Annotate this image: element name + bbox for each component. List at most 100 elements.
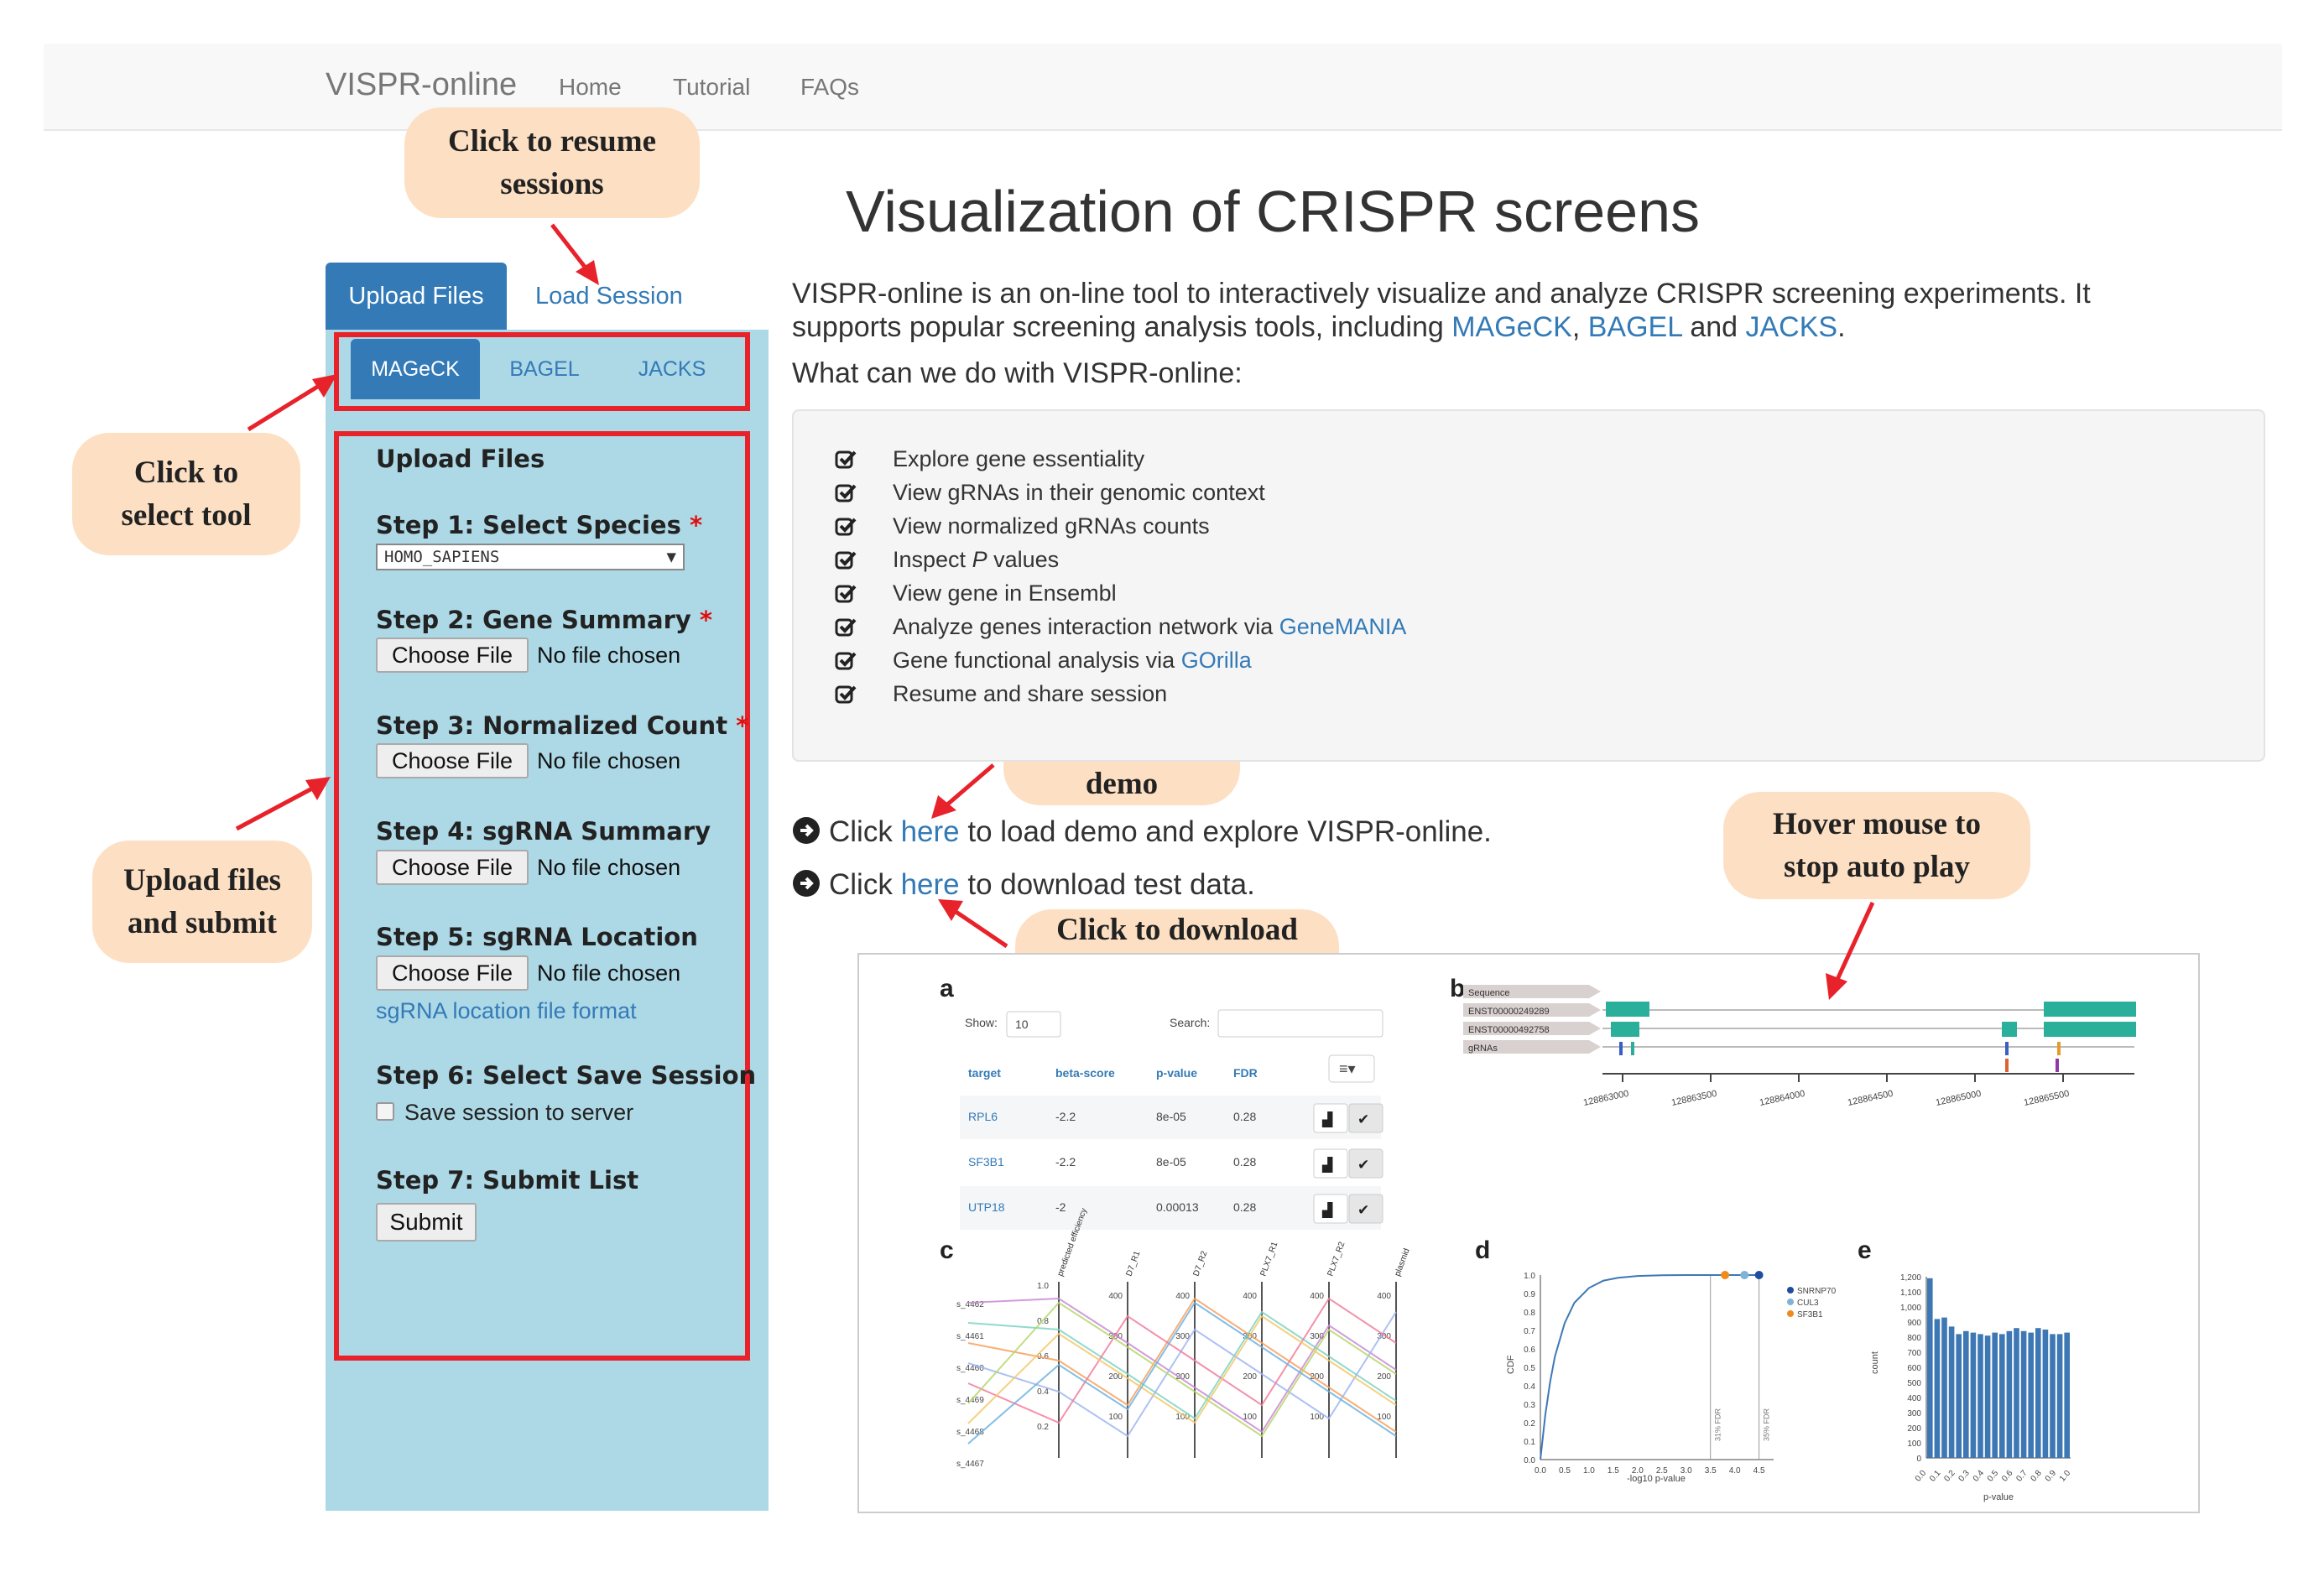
hist-x-tick: 0.1	[1928, 1469, 1943, 1484]
step6-label: Step 6: Select Save Session	[376, 1061, 757, 1090]
check-icon: ✔	[1357, 1111, 1369, 1127]
parallel-tick: 0.4	[1037, 1387, 1049, 1397]
gene-summary-file-button[interactable]: Choose File	[376, 638, 529, 673]
tab-bagel[interactable]: BAGEL	[509, 357, 580, 381]
sgrna-summary-file-button[interactable]: Choose File	[376, 850, 529, 885]
feature-item: Explore gene essentiality	[893, 446, 1145, 471]
hist-y-tick: 700	[1907, 1349, 1921, 1358]
cdf-x-tick: 2.0	[1632, 1466, 1644, 1476]
parallel-tick: 400	[1377, 1292, 1391, 1301]
nav-tutorial-link[interactable]: Tutorial	[673, 74, 751, 100]
nav-faqs-link[interactable]: FAQs	[800, 74, 860, 100]
hist-y-tick: 600	[1907, 1364, 1921, 1373]
nav-home-link[interactable]: Home	[559, 74, 622, 100]
panel-label: c	[940, 1236, 954, 1264]
callout-select-tool: Click to select tool	[72, 433, 300, 555]
parallel-axis-label: plasmid	[1393, 1247, 1411, 1278]
track-label: Sequence	[1468, 988, 1510, 998]
cdf-x-label: -log10 p-value	[1627, 1474, 1686, 1484]
top-navbar: VISPR-online Home Tutorial FAQs	[44, 44, 2282, 131]
hist-y-tick: 400	[1907, 1394, 1921, 1403]
bar-chart-icon: ▟	[1321, 1111, 1333, 1127]
sidebar-panel	[326, 330, 769, 1511]
hist-x-tick: 0.5	[1986, 1469, 2001, 1484]
hist-x-tick: 0.9	[2044, 1469, 2059, 1484]
gorilla-link[interactable]: GOrilla	[1180, 648, 1252, 673]
tab-upload-files[interactable]: Upload Files	[326, 263, 507, 330]
tab-mageck[interactable]: MAGeCK	[351, 339, 480, 399]
legend-dot	[1787, 1287, 1794, 1294]
parallel-tick: 1.0	[1037, 1282, 1049, 1291]
check-square-icon	[835, 484, 857, 502]
hist-x-tick: 0.7	[2014, 1469, 2030, 1484]
grna-mark	[2005, 1042, 2009, 1055]
genemania-link[interactable]: GeneMANIA	[1279, 614, 1407, 639]
cdf-y-tick: 0.2	[1524, 1419, 1535, 1429]
feature-item: Analyze genes interaction network via Ge…	[893, 614, 1407, 639]
parallel-tick: 200	[1175, 1372, 1190, 1382]
table-header: FDR	[1233, 1066, 1258, 1080]
parallel-tick: 200	[1108, 1372, 1123, 1382]
parallel-line	[967, 1297, 1397, 1424]
menu-icon: ≡▾	[1339, 1060, 1356, 1077]
species-select[interactable]: HOMO_SAPIENS ▼	[376, 544, 685, 570]
genome-tick-label: 128863500	[1670, 1089, 1717, 1108]
legend-dot	[1787, 1299, 1794, 1305]
hist-bar	[1970, 1332, 1977, 1458]
submit-button[interactable]: Submit	[376, 1203, 477, 1241]
callout-resume-sessions: Click to resume sessions	[404, 107, 700, 218]
table-cell: 0.00013	[1156, 1200, 1199, 1214]
jacks-link[interactable]: JACKS	[1745, 311, 1838, 343]
table-cell: 8e-05	[1156, 1155, 1186, 1169]
exon-block	[1611, 1022, 1639, 1037]
parallel-tick: 400	[1310, 1292, 1324, 1301]
parallel-tick: 100	[1377, 1413, 1391, 1422]
parallel-tick: 300	[1243, 1332, 1257, 1341]
save-session-checkbox[interactable]	[376, 1102, 394, 1121]
panel-label: d	[1475, 1236, 1490, 1264]
parallel-line	[967, 1301, 1397, 1438]
arrow-circle-icon	[793, 817, 820, 844]
hist-bar	[2035, 1328, 2041, 1458]
cdf-x-tick: 2.5	[1656, 1466, 1668, 1476]
mageck-link[interactable]: MAGeCK	[1451, 311, 1572, 343]
parallel-tick: 100	[1243, 1413, 1257, 1422]
step2-label: Step 2: Gene Summary *	[376, 606, 713, 634]
tab-load-session[interactable]: Load Session	[535, 283, 683, 310]
select-row-button	[1348, 1103, 1383, 1133]
hist-x-tick: 0.2	[1942, 1469, 1957, 1484]
parallel-line	[967, 1311, 1397, 1438]
hist-bar	[1934, 1319, 1941, 1458]
legend-label: CUL3	[1797, 1299, 1819, 1308]
hist-bar	[1956, 1334, 1962, 1458]
cdf-x-tick: 1.5	[1608, 1466, 1619, 1476]
tab-jacks[interactable]: JACKS	[638, 357, 706, 381]
bagel-link[interactable]: BAGEL	[1587, 311, 1682, 343]
hist-y-tick: 500	[1907, 1379, 1921, 1388]
check-square-icon	[835, 551, 857, 570]
brand-logo[interactable]: VISPR-online	[326, 67, 518, 102]
auto-play-figure[interactable]: a b c d e Show: 10 Search: ≡▾ target beta-score p-v…	[857, 953, 2200, 1513]
hist-x-tick: 0.8	[2030, 1469, 2045, 1484]
exon-block	[2044, 1002, 2136, 1017]
hist-y-tick: 200	[1907, 1424, 1921, 1434]
bar-chart-button	[1313, 1194, 1348, 1224]
parallel-line	[967, 1297, 1397, 1434]
bar-chart-button	[1313, 1148, 1348, 1179]
parallel-tick: 200	[1377, 1372, 1391, 1382]
grna-mark	[2056, 1059, 2059, 1072]
cdf-x-tick: 4.0	[1729, 1466, 1741, 1476]
sgrna-location-format-link[interactable]: sgRNA location file format	[376, 998, 637, 1023]
parallel-left-tick: s_4461	[956, 1332, 984, 1341]
download-test-link[interactable]: here	[900, 868, 960, 901]
sgrna-location-file-button[interactable]: Choose File	[376, 955, 529, 991]
parallel-line	[967, 1314, 1397, 1424]
parallel-tick: 400	[1243, 1292, 1257, 1301]
load-demo-link[interactable]: here	[900, 815, 960, 848]
tool-tabs-highlight	[334, 332, 750, 411]
feature-item: Inspect P values	[893, 547, 1060, 572]
parallel-tick: 300	[1377, 1332, 1391, 1341]
hist-y-tick: 1,000	[1900, 1304, 1921, 1313]
normalized-count-file-button[interactable]: Choose File	[376, 743, 529, 778]
hist-y-tick: 300	[1907, 1409, 1921, 1418]
